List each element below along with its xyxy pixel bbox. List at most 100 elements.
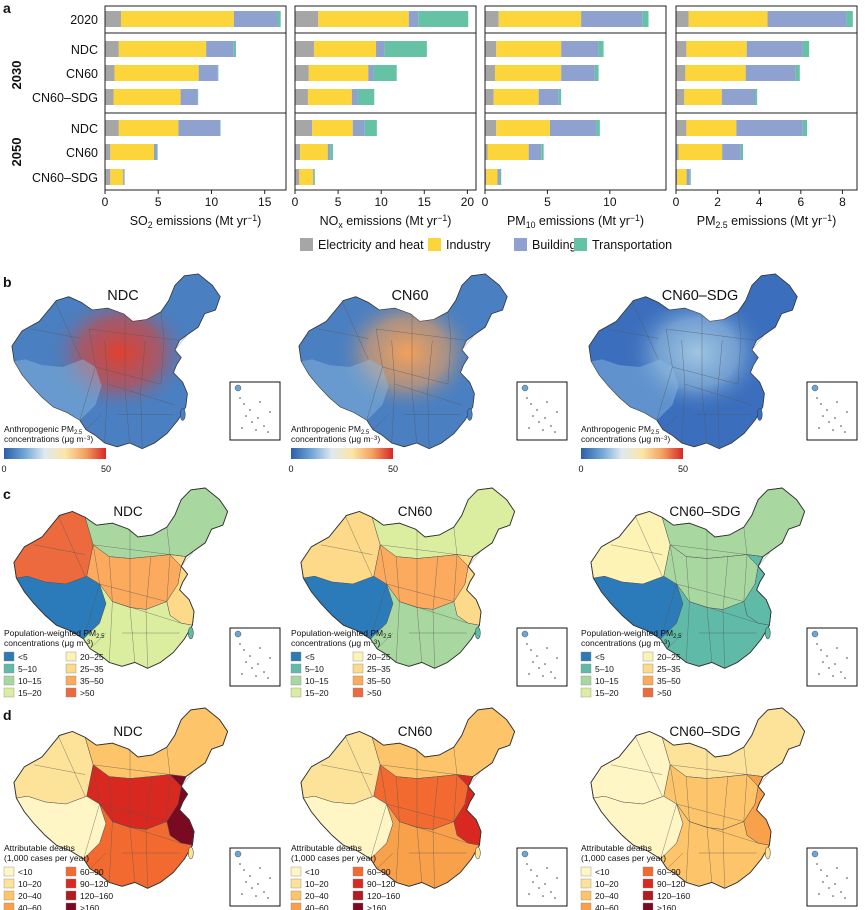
legend-title-part: Population-weighted PM xyxy=(4,628,96,638)
bar-segment xyxy=(313,169,314,185)
legend-subtitle-part: −3 xyxy=(371,436,378,442)
bar-segment xyxy=(802,120,808,136)
legend-swatch xyxy=(642,902,654,910)
x-axis-label-part: 2 xyxy=(148,220,153,230)
island-dot xyxy=(251,667,253,669)
island-dot xyxy=(243,649,245,651)
bar-segment xyxy=(313,169,315,185)
x-tick-label: 0 xyxy=(102,195,109,209)
province-boundary xyxy=(706,558,713,663)
island-dot xyxy=(263,425,265,427)
bar-segment xyxy=(110,144,154,160)
province-boundary xyxy=(380,764,474,777)
province-boundary xyxy=(666,852,684,869)
legend-swatch xyxy=(580,651,592,662)
plateau-shade xyxy=(14,359,102,421)
legend-label: 10–15 xyxy=(595,676,619,686)
island-dot xyxy=(528,893,530,895)
x-axis-label: PM2.5 emissions (Mt yr−1) xyxy=(697,213,837,229)
bar-segment xyxy=(418,11,469,27)
x-tick-label: 2 xyxy=(714,195,721,209)
legend-label: 5–10 xyxy=(595,664,614,674)
province-boundary xyxy=(662,414,679,430)
province-boundary xyxy=(160,311,165,339)
province-boundary xyxy=(432,776,439,889)
legend-swatch xyxy=(580,663,592,674)
legend-swatch xyxy=(3,663,15,674)
x-tick-label: 4 xyxy=(756,195,763,209)
china-border xyxy=(13,487,229,669)
x-axis-label-part: PM xyxy=(507,214,526,228)
province-boundary xyxy=(174,334,188,351)
legend-swatch xyxy=(290,890,302,901)
panel-label-d: d xyxy=(3,707,12,723)
legend-subtitle-part: −3 xyxy=(84,640,91,646)
legend-swatch xyxy=(642,675,654,686)
legend-label: Industry xyxy=(446,238,491,252)
island-dot xyxy=(542,429,544,431)
plateau-shade xyxy=(301,359,389,421)
map-title: NDC xyxy=(107,288,138,304)
x-axis-label: PM10 emissions (Mt yr−1) xyxy=(507,213,644,229)
legend-label: 20–25 xyxy=(80,652,104,662)
island-dot xyxy=(241,427,243,429)
island-dot xyxy=(249,655,251,657)
bar-segment xyxy=(676,65,686,81)
island-dot xyxy=(251,421,253,423)
x-axis-label-part: emissions (Mt yr xyxy=(343,214,437,228)
taiwan-island xyxy=(475,626,481,640)
bar-segment xyxy=(206,41,234,57)
region-north xyxy=(84,707,228,779)
x-axis-label-part: SO xyxy=(130,214,148,228)
x-tick-label: 0 xyxy=(292,195,299,209)
island-dot xyxy=(832,429,834,431)
island-dot xyxy=(538,887,540,889)
legend-swatch xyxy=(642,878,654,889)
bar-segment xyxy=(277,11,281,27)
legend-swatch xyxy=(65,866,77,877)
row-label: CN60–SDG xyxy=(32,171,98,185)
island-dot xyxy=(269,657,271,659)
legend-title-part: 2.5 xyxy=(383,634,392,640)
island-dot xyxy=(249,875,251,877)
bar-segment xyxy=(295,65,309,81)
island-dot xyxy=(251,887,253,889)
island-dot xyxy=(834,417,836,419)
legend-title: Anthropogenic PM2.5 xyxy=(291,424,370,436)
group-label-2050: 2050 xyxy=(9,138,24,167)
island-dot xyxy=(538,667,540,669)
hainan-marker xyxy=(811,630,819,638)
island-dot xyxy=(249,409,251,411)
island-dot xyxy=(828,887,830,889)
province-boundary xyxy=(166,527,171,555)
legend-swatch xyxy=(352,890,364,901)
bar-segment xyxy=(686,120,737,136)
province-boundary xyxy=(432,556,439,669)
legend-swatch xyxy=(580,902,592,910)
legend-subtitle: concentrations (μg m−3) xyxy=(291,434,380,444)
legend-subtitle-part: ) xyxy=(377,434,380,444)
pm-map-2: CN60–SDG Anthropogenic PM2.5concentration… xyxy=(578,273,858,474)
legend-swatch xyxy=(514,238,527,251)
bar-segment xyxy=(676,41,687,57)
province-boundary xyxy=(57,735,86,797)
island-dot xyxy=(546,647,548,649)
bar-segment xyxy=(676,120,687,136)
province-boundary xyxy=(676,803,744,822)
legend-label: Electricity and heat xyxy=(318,238,424,252)
province-boundary xyxy=(684,383,752,406)
legend-label: 5–10 xyxy=(305,664,324,674)
bar-segment xyxy=(677,169,687,185)
colorbar xyxy=(581,448,683,459)
bar-segment xyxy=(688,11,768,27)
legend-swatch xyxy=(642,890,654,901)
bar-segment xyxy=(767,11,847,27)
province-boundary xyxy=(386,583,454,602)
island-dot xyxy=(846,877,848,879)
legend-swatch xyxy=(3,675,15,686)
island-dot xyxy=(544,883,546,885)
